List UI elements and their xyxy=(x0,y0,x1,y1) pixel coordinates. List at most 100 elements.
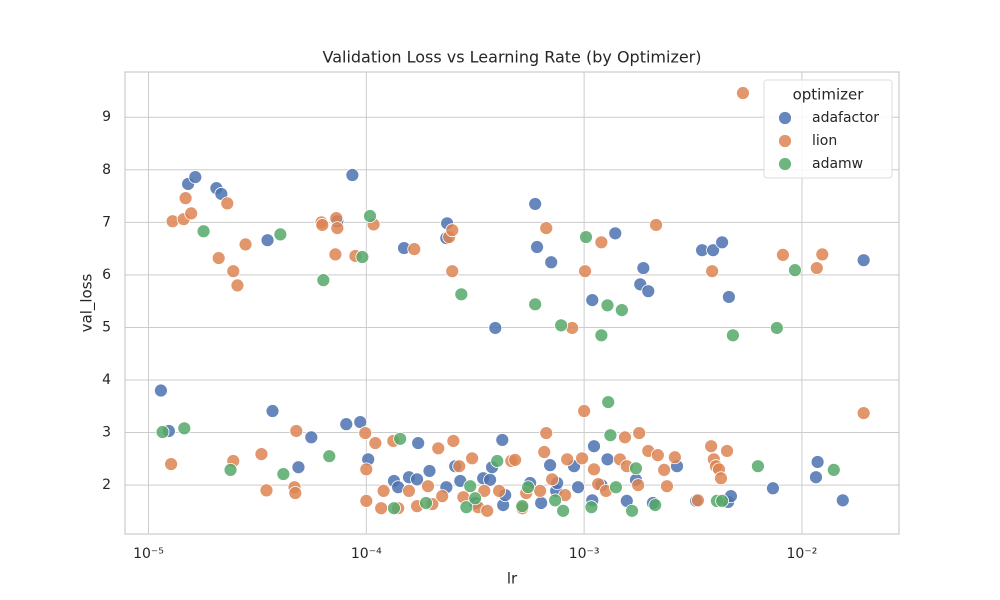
point xyxy=(316,273,331,288)
point xyxy=(788,263,802,278)
point xyxy=(534,496,549,510)
point xyxy=(226,264,241,279)
point xyxy=(560,452,575,467)
point xyxy=(220,196,235,211)
point xyxy=(155,425,170,439)
point xyxy=(454,287,469,302)
point xyxy=(618,430,632,445)
x-tick-label: 10⁻³ xyxy=(569,546,600,562)
point xyxy=(600,298,615,313)
x-tick-label: 10⁻² xyxy=(787,546,818,562)
point xyxy=(544,255,559,270)
point xyxy=(769,321,784,335)
point xyxy=(545,472,560,487)
point xyxy=(463,479,478,494)
point xyxy=(809,261,824,275)
point xyxy=(421,479,435,494)
point xyxy=(465,451,480,466)
point xyxy=(632,426,647,440)
legend-label: adafactor xyxy=(812,110,879,126)
point xyxy=(554,318,569,333)
point xyxy=(291,460,306,475)
point xyxy=(304,430,319,445)
point xyxy=(575,451,590,466)
point xyxy=(446,434,461,448)
point xyxy=(636,261,651,275)
point xyxy=(614,303,629,317)
point xyxy=(600,452,615,467)
point xyxy=(776,248,790,262)
point xyxy=(265,404,280,418)
point xyxy=(715,493,730,508)
point xyxy=(608,226,623,241)
point xyxy=(410,472,424,487)
point xyxy=(537,445,552,459)
point xyxy=(359,493,374,508)
point xyxy=(184,206,199,221)
y-tick-label: 9 xyxy=(102,109,111,125)
x-tick-label: 10⁻⁴ xyxy=(351,546,382,562)
point xyxy=(452,459,467,474)
point xyxy=(809,470,823,485)
point xyxy=(650,448,665,463)
legend-label: lion xyxy=(812,133,837,149)
point xyxy=(276,467,291,481)
point xyxy=(556,503,571,518)
point xyxy=(445,223,460,238)
point xyxy=(488,321,503,335)
point xyxy=(594,328,609,343)
y-tick-label: 5 xyxy=(102,319,111,335)
y-tick-label: 8 xyxy=(102,162,111,178)
point xyxy=(322,449,337,464)
point xyxy=(691,493,705,508)
y-tick-label: 2 xyxy=(102,477,111,493)
point xyxy=(856,253,871,268)
point xyxy=(548,493,563,508)
point xyxy=(629,461,643,476)
point xyxy=(715,235,730,250)
point xyxy=(810,455,825,469)
point xyxy=(751,459,765,474)
point xyxy=(411,436,426,450)
point xyxy=(259,483,274,498)
point xyxy=(345,168,360,182)
point xyxy=(260,233,275,248)
points xyxy=(153,86,871,518)
y-axis-label: val_loss xyxy=(78,273,97,332)
point xyxy=(649,218,663,232)
y-tick-label: 6 xyxy=(102,267,111,283)
point xyxy=(177,421,192,436)
point xyxy=(585,293,600,308)
legend-marker xyxy=(778,134,792,148)
point xyxy=(706,243,721,258)
point xyxy=(393,431,408,446)
point xyxy=(196,224,211,239)
point xyxy=(164,457,179,471)
point xyxy=(660,479,674,494)
y-tick-label: 4 xyxy=(102,372,111,388)
point xyxy=(223,462,238,477)
point xyxy=(528,297,543,312)
point xyxy=(435,489,450,504)
point xyxy=(578,264,592,279)
legend-marker xyxy=(778,111,792,125)
legend-box xyxy=(763,79,893,179)
point xyxy=(358,426,373,440)
point xyxy=(402,484,416,498)
point xyxy=(363,209,377,223)
point xyxy=(273,227,288,242)
point xyxy=(288,486,303,500)
point xyxy=(376,484,391,498)
point xyxy=(178,191,193,206)
point xyxy=(601,395,616,409)
point xyxy=(515,499,530,514)
point xyxy=(594,235,609,250)
point xyxy=(856,406,871,421)
point xyxy=(714,471,728,486)
point xyxy=(705,264,720,279)
point xyxy=(579,230,593,244)
point xyxy=(648,498,663,512)
point xyxy=(445,264,460,279)
point xyxy=(587,462,601,477)
legend-title: optimizer xyxy=(793,86,865,104)
